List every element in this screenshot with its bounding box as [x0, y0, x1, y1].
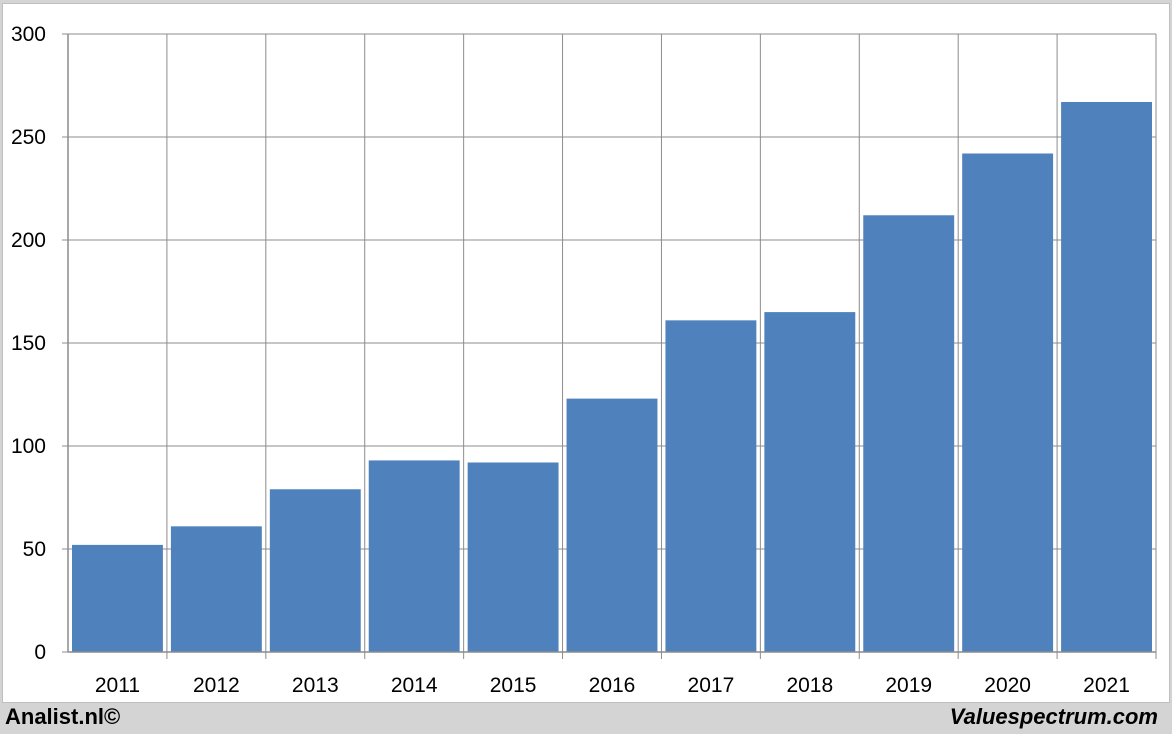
y-tick-label: 100: [11, 435, 46, 458]
bar-2016: [566, 398, 658, 652]
x-tick-label: 2020: [984, 674, 1031, 697]
x-tick-label: 2021: [1083, 674, 1130, 697]
bar-2018: [764, 312, 856, 652]
bar-2020: [962, 153, 1054, 653]
x-tick-label: 2016: [589, 674, 636, 697]
x-tick-label: 2015: [490, 674, 537, 697]
x-tick-label: 2019: [885, 674, 932, 697]
y-tick-label: 150: [11, 332, 46, 355]
bar-2013: [269, 489, 361, 652]
x-tick-label: 2013: [292, 674, 339, 697]
x-tick-labels: 2011 2012 2013 2014 2015 2016 2017 2018 2019 2020…: [95, 674, 1130, 697]
bar-2011: [72, 544, 163, 652]
x-tick-label: 2014: [391, 674, 438, 697]
x-tick-label: 2011: [95, 674, 140, 697]
footer-source-left: Analist.nl©: [5, 704, 121, 729]
bar-2015: [467, 462, 559, 652]
y-tick-label: 300: [11, 23, 46, 46]
x-tick-label: 2018: [786, 674, 833, 697]
y-tick-label: 50: [23, 538, 46, 561]
bars: [72, 101, 1152, 653]
bar-2017: [665, 320, 757, 652]
y-tick-label: 0: [34, 641, 46, 664]
x-tick-label: 2017: [688, 674, 735, 697]
axes: [62, 33, 1157, 659]
bar-2019: [863, 215, 955, 652]
bar-2021: [1061, 101, 1152, 653]
bar-2014: [368, 460, 460, 652]
y-tick-label: 200: [11, 229, 46, 252]
x-tick-label: 2012: [193, 674, 240, 697]
y-tick-label: 250: [11, 126, 46, 149]
bar-2012: [170, 526, 262, 652]
footer-source-right: Valuespectrum.com: [949, 704, 1158, 729]
y-tick-labels: 0 50 100 150 200 250 300: [11, 23, 46, 664]
